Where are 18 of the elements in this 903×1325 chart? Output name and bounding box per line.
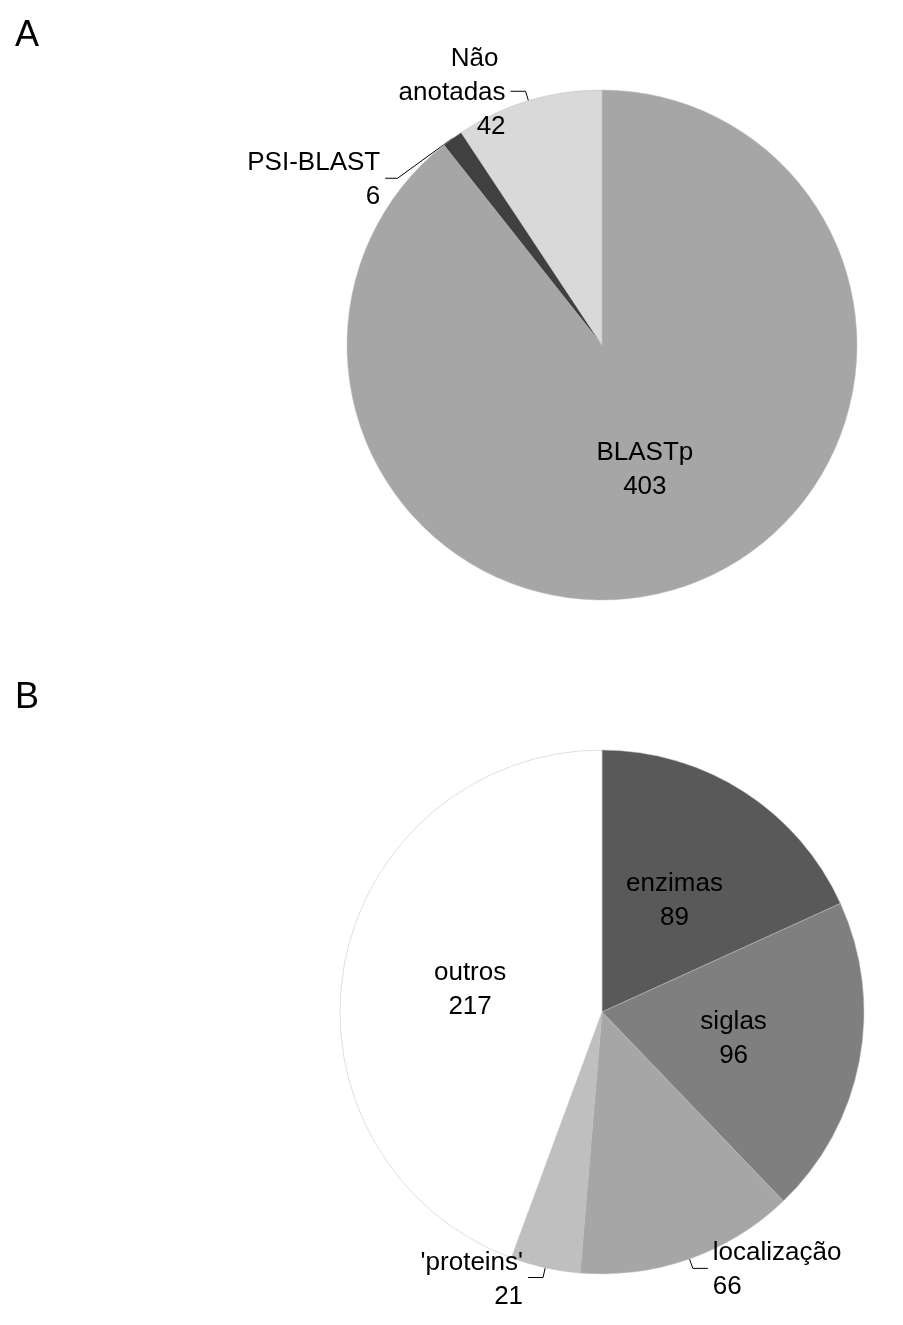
slice-label: 'proteins' [420,1245,524,1276]
data-label: 42 [476,110,506,141]
chart-title: A [15,12,40,54]
data-label: 403 [623,470,667,501]
text: B [15,674,40,716]
data-label: 6 [365,180,381,211]
slice-label: outros [433,956,507,987]
slice-label: enzimas [626,867,723,898]
data-label: 66 [712,1270,742,1301]
slice-label: BLASTp [596,436,694,467]
data-label: 217 [448,990,492,1021]
slice-label: localização [712,1236,842,1267]
slice-label: PSI-BLAST [247,146,381,177]
data-label: 21 [494,1279,524,1310]
slice-label: Não anotadas [398,42,506,107]
data-label: 96 [719,1039,749,1070]
data-label: 89 [660,901,689,932]
slice-label: siglas [700,1005,767,1036]
